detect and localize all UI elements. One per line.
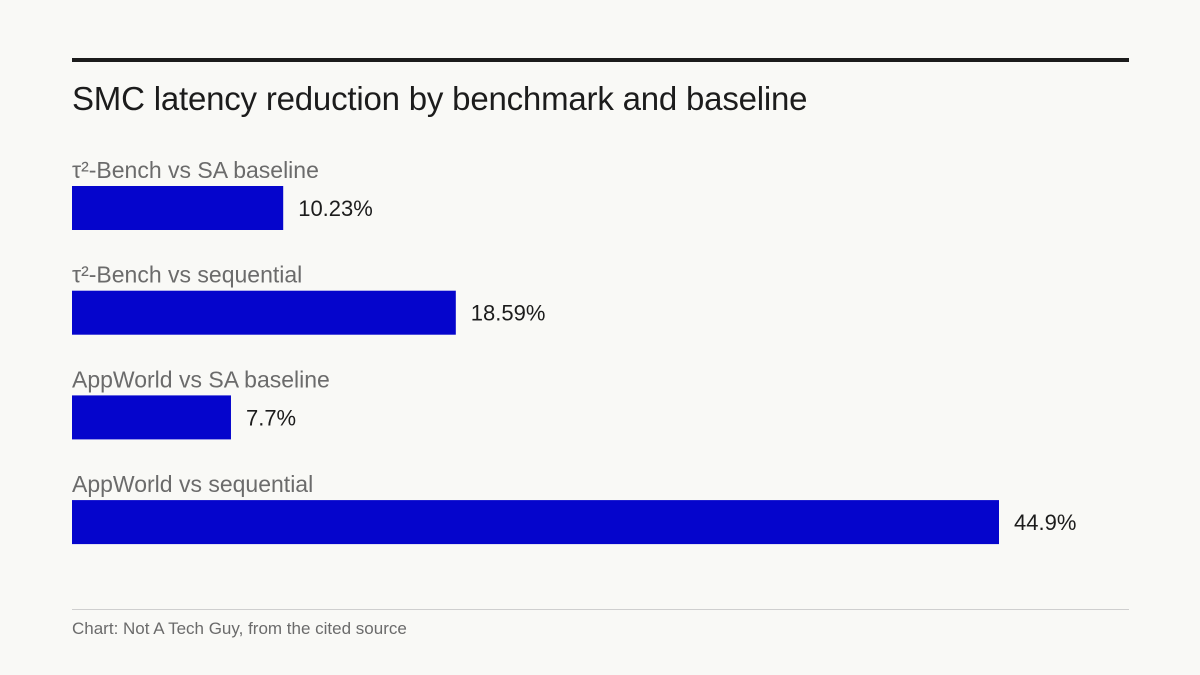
category-label: AppWorld vs SA baseline — [72, 366, 330, 392]
chart-title: SMC latency reduction by benchmark and b… — [72, 80, 808, 117]
category-label: τ²-Bench vs SA baseline — [72, 157, 319, 183]
value-label: 18.59% — [471, 301, 546, 326]
top-rule — [72, 58, 1129, 62]
category-label: τ²-Bench vs sequential — [72, 262, 302, 288]
bottom-rule — [72, 609, 1129, 610]
value-label: 44.9% — [1014, 510, 1076, 535]
category-label: AppWorld vs sequential — [72, 471, 313, 497]
source-note: Chart: Not A Tech Guy, from the cited so… — [72, 619, 407, 638]
bar — [72, 186, 284, 230]
value-label: 7.7% — [246, 405, 296, 430]
bar-chart: τ²-Bench vs SA baseline 10.23% τ²-Bench vs… — [72, 157, 1076, 545]
bar — [72, 290, 456, 335]
bar — [72, 500, 999, 545]
bar — [72, 395, 231, 440]
value-label: 10.23% — [298, 196, 373, 221]
